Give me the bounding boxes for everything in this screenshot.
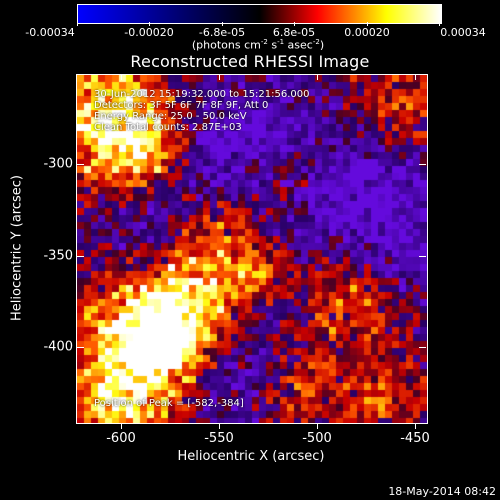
y-tick (419, 347, 426, 348)
y-tick (419, 256, 426, 257)
footer-date: 18-May-2014 08:42 (388, 485, 496, 498)
x-tick-label: -500 (302, 431, 332, 446)
colorbar-tick-label: 6.8e-05 (272, 26, 316, 39)
colorbar-tick-label: -0.00020 (124, 26, 174, 39)
x-tick (121, 423, 122, 429)
x-tick-label: -550 (204, 431, 234, 446)
x-tick (219, 423, 220, 429)
x-tick (121, 74, 122, 80)
y-tick (77, 347, 84, 348)
colorbar-tick (222, 22, 223, 26)
x-tick (415, 74, 416, 80)
colorbar-tick (77, 22, 78, 26)
y-tick (77, 256, 84, 257)
colorbar-tick-label: -0.00034 (25, 26, 75, 39)
y-tick-label: -350 (43, 248, 73, 264)
colorbar-units: (photons cm-2 s-1 asec-2) (191, 38, 325, 52)
x-tick-label: -450 (400, 431, 430, 446)
image-frame: 30-Jun-2012 15:19:32.000 to 15:21:56.000… (76, 74, 428, 424)
energy-range-text: Energy Range: 25.0 - 50.0 keV (94, 111, 247, 122)
colorbar-tick (149, 22, 150, 26)
time-range-text: 30-Jun-2012 15:19:32.000 to 15:21:56.000 (94, 89, 310, 100)
reconstructed-image (77, 75, 427, 423)
peak-position-text: Position of Peak = [-582,-384] (94, 398, 244, 409)
x-axis-title: Heliocentric X (arcsec) (177, 449, 325, 464)
y-tick (419, 164, 426, 165)
colorbar (77, 4, 442, 24)
x-tick (415, 423, 416, 429)
colorbar-tick (439, 22, 440, 26)
colorbar-tick-label: 0.00020 (344, 26, 390, 39)
y-tick-label: -300 (43, 156, 73, 172)
colorbar-tick-label: 0.00034 (440, 26, 486, 39)
plot-title: Reconstructed RHESSI Image (130, 52, 370, 71)
colorbar-tick-label: -6.8e-05 (198, 26, 246, 39)
y-tick-label: -400 (43, 339, 73, 355)
colorbar-tick (294, 22, 295, 26)
y-tick (77, 164, 84, 165)
y-axis-title: Heliocentric Y (arcsec) (9, 175, 25, 321)
x-tick (317, 74, 318, 80)
clean-counts-text: Clean Total counts: 2.87E+03 (94, 122, 242, 133)
x-tick (219, 74, 220, 80)
detectors-text: Detectors: 3F 5F 6F 7F 8F 9F, Att 0 (94, 100, 269, 111)
x-tick-label: -600 (106, 431, 136, 446)
colorbar-tick (367, 22, 368, 26)
x-tick (317, 423, 318, 429)
